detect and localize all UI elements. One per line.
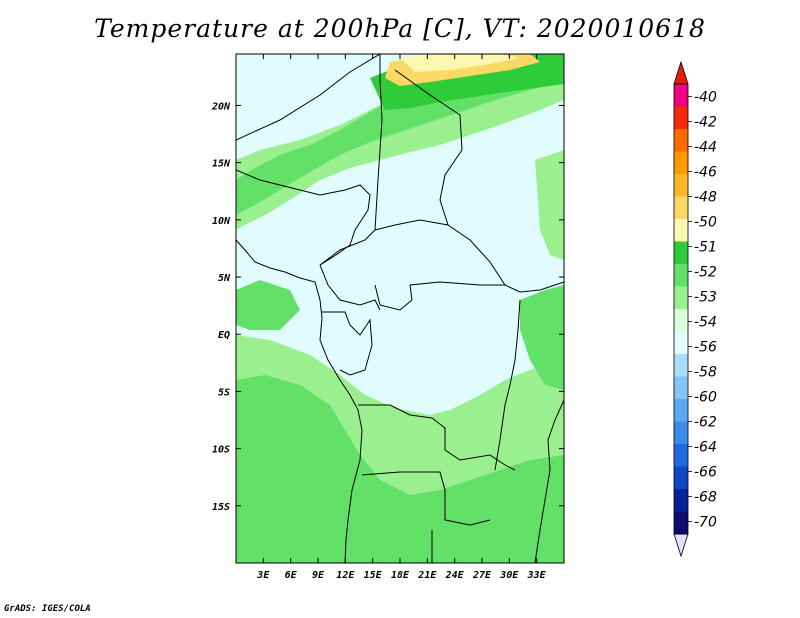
x-tick-label: 3E <box>256 570 270 581</box>
x-tick-label: 18E <box>391 570 410 581</box>
y-axis: 20N 15N 10N 5N EQ 5S 10S 15S <box>211 101 564 513</box>
border-north-3 <box>394 69 463 226</box>
border-east <box>519 281 564 293</box>
colorbar-label: -62 <box>694 415 717 431</box>
map-area <box>236 54 564 563</box>
colorbar-swatch <box>674 84 688 107</box>
field-southern-strong <box>236 375 564 563</box>
colorbar-label: -56 <box>694 340 717 356</box>
border-gabon <box>322 311 373 376</box>
y-tick-label: 15S <box>212 502 230 513</box>
colorbar-swatch <box>674 354 688 377</box>
colorbar-swatch <box>674 309 688 332</box>
colorbar-label: -53 <box>694 290 717 306</box>
field-far-north-warmest <box>400 54 520 72</box>
colorbar: -40 -42 -44 -46 -48 -50 -51 -52 -53 -54 -56 -58 -60 -… <box>673 60 717 558</box>
colorbar-label: -54 <box>694 315 717 331</box>
field-southwest-patch <box>236 280 300 330</box>
coastline-west <box>236 239 363 563</box>
field-east-patch <box>535 150 564 260</box>
x-axis: 3E 6E 9E 12E 15E 18E 21E 24E 27E 30E 33E <box>256 54 547 581</box>
colorbar-swatch <box>674 106 688 130</box>
colorbar-swatch <box>674 466 688 490</box>
border-central-2 <box>374 281 505 311</box>
colorbar-swatch <box>674 219 688 242</box>
field-east-lakes <box>520 285 564 390</box>
y-tick-label: 15N <box>212 159 231 170</box>
field-northern-band-strong <box>236 56 564 215</box>
colorbar-label: -44 <box>694 140 717 156</box>
colorbar-label: -70 <box>694 515 717 531</box>
colorbar-swatch <box>674 264 688 287</box>
colorbar-label: -50 <box>694 215 717 231</box>
colorbar-label: -60 <box>694 390 717 406</box>
border-central-3 <box>319 264 381 311</box>
x-tick-label: 21E <box>417 570 437 581</box>
colorbar-label: -40 <box>694 90 717 106</box>
colorbar-top-arrow <box>673 60 689 85</box>
colorbar-swatch <box>674 511 688 535</box>
colorbar-swatch <box>674 489 688 512</box>
x-tick-label: 12E <box>336 570 355 581</box>
colorbar-label: -48 <box>694 190 717 206</box>
map-borders <box>236 54 564 563</box>
border-drc-south <box>358 404 516 471</box>
colorbar-swatch <box>674 196 688 220</box>
y-tick-label: 5S <box>218 387 230 398</box>
colorbar-frame <box>673 83 689 535</box>
x-tick-label: 30E <box>499 570 519 581</box>
y-tick-label: 10S <box>212 445 230 456</box>
colorbar-label: -52 <box>694 265 717 281</box>
coastline-east <box>534 399 564 563</box>
x-tick-label: 24E <box>445 570 465 581</box>
y-tick-label: 5N <box>218 273 231 284</box>
colorbar-label: -64 <box>694 440 717 456</box>
x-tick-label: 33E <box>527 570 547 581</box>
credit-text: GrADS: IGES/COLA <box>4 604 91 614</box>
chart-title: Temperature at 200hPa [C], VT: 202001061… <box>94 14 706 43</box>
border-north-2 <box>374 54 383 231</box>
border-angola <box>361 471 491 526</box>
y-tick-label: 10N <box>212 216 231 227</box>
colorbar-swatch <box>674 421 688 445</box>
colorbar-label: -42 <box>694 115 717 131</box>
x-tick-label: 6E <box>285 570 298 581</box>
colorbar-label: -66 <box>694 465 717 481</box>
border-north-1 <box>236 54 381 141</box>
colorbar-label: -68 <box>694 490 717 506</box>
colorbar-label: -46 <box>694 165 717 181</box>
x-tick-label: 15E <box>364 570 383 581</box>
x-tick-label: 27E <box>472 570 492 581</box>
y-tick-label: 20N <box>211 101 231 112</box>
colorbar-swatch <box>674 376 688 400</box>
colorbar-label: -58 <box>694 365 717 381</box>
colorbar-swatch <box>674 444 688 467</box>
colorbar-swatch <box>674 151 688 175</box>
colorbar-bottom-arrow <box>673 533 689 558</box>
y-tick-label: EQ <box>218 330 230 341</box>
border-great-lakes <box>494 299 521 471</box>
colorbar-label: -51 <box>694 240 717 256</box>
colorbar-swatch <box>674 331 688 355</box>
x-tick-label: 9E <box>312 570 325 581</box>
colorbar-swatch <box>674 174 688 197</box>
colorbar-swatch <box>674 399 688 422</box>
border-central-1 <box>319 219 521 293</box>
colorbar-swatch <box>674 129 688 152</box>
colorbar-swatch <box>674 241 688 265</box>
colorbar-swatch <box>674 286 688 310</box>
border-northwest <box>236 169 371 266</box>
